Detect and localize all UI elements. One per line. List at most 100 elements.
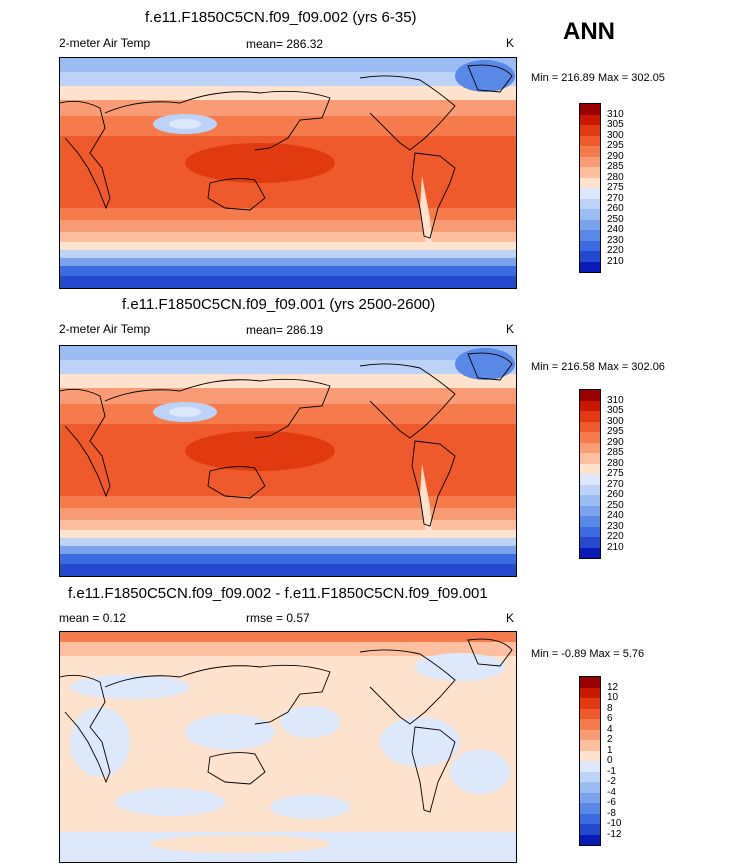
panel3-colorbar-tick-label: -4 bbox=[607, 786, 616, 798]
panel3-colorbar-swatch bbox=[580, 782, 600, 793]
panel2-colorbar-swatch bbox=[580, 474, 600, 485]
panel1-colorbar-tick-label: 280 bbox=[607, 171, 624, 183]
panel2-colorbar-tick-label: 280 bbox=[607, 457, 624, 469]
panel1-colorbar-tick-label: 250 bbox=[607, 213, 624, 225]
panel1-colorbar-tick-label: 270 bbox=[607, 192, 624, 204]
panel3-colorbar-tick-label: 0 bbox=[607, 755, 613, 766]
panel3-colorbar-swatch bbox=[580, 687, 600, 698]
panel3-title: f.e11.F1850C5CN.f09_f09.002 - f.e11.F185… bbox=[68, 585, 488, 602]
panel1-colorbar-tick-label: 305 bbox=[607, 119, 624, 130]
panel2-colorbar-tick-label: 290 bbox=[607, 436, 624, 448]
panel3-colorbar-tick-label: -8 bbox=[607, 807, 616, 819]
panel1-colorbar-swatch bbox=[580, 188, 600, 199]
panel1-colorbar-swatch bbox=[580, 125, 600, 136]
panel3-colorbar-tick-label: 12 bbox=[607, 681, 619, 693]
panel2-colorbar-swatch bbox=[580, 547, 600, 558]
panel2-map bbox=[59, 345, 517, 577]
panel3-colorbar-swatch bbox=[580, 824, 600, 835]
panel2-colorbar-swatch bbox=[580, 453, 600, 464]
panel2-colorbar-swatch bbox=[580, 390, 600, 401]
panel2-colorbar-swatch bbox=[580, 442, 600, 453]
panel3-colorbar-swatch bbox=[580, 698, 600, 709]
panel1-colorbar-swatch bbox=[580, 261, 600, 272]
panel2-colorbar-tick-label: 220 bbox=[607, 531, 624, 542]
panel3-colorbar-tick-label: 4 bbox=[607, 723, 613, 735]
panel1-colorbar-swatch bbox=[580, 135, 600, 146]
panel1-minmax-label: Min = 216.89 Max = 302.05 bbox=[531, 72, 665, 84]
panel1-colorbar-swatch bbox=[580, 156, 600, 167]
panel1-variable-label: 2-meter Air Temp bbox=[59, 36, 151, 50]
panel2-mean-label: mean= 286.19 bbox=[246, 323, 324, 337]
panel2-colorbar-tick-label: 210 bbox=[607, 541, 624, 553]
panel3-colorbar-swatch bbox=[580, 750, 600, 761]
panel3-colorbar-swatch bbox=[580, 719, 600, 730]
panel1-colorbar-swatch bbox=[580, 240, 600, 251]
panel3-rmse-label: rmse = 0.57 bbox=[246, 611, 310, 625]
panel1-colorbar-tick-label: 220 bbox=[607, 245, 624, 256]
panel3-colorbar bbox=[579, 676, 601, 846]
panel3-colorbar-tick-label: -2 bbox=[607, 776, 616, 787]
panel1-colorbar-tick-label: 310 bbox=[607, 108, 624, 120]
panel3-colorbar-swatch bbox=[580, 677, 600, 688]
panel2-colorbar-tick-label: 230 bbox=[607, 520, 624, 532]
panel3-colorbar-swatch bbox=[580, 803, 600, 814]
panel3-colorbar-tick-label: -10 bbox=[607, 818, 622, 829]
panel1-colorbar-swatch bbox=[580, 209, 600, 220]
panel2-colorbar-swatch bbox=[580, 516, 600, 527]
panel2-colorbar-tick-label: 295 bbox=[607, 426, 624, 437]
panel3-colorbar-tick-label: -1 bbox=[607, 765, 616, 777]
panel3-colorbar-tick-label: -12 bbox=[607, 828, 622, 840]
panel2-colorbar-tick-label: 270 bbox=[607, 478, 624, 490]
panel1-units-label: K bbox=[506, 36, 515, 50]
panel2-colorbar-tick-label: 305 bbox=[607, 405, 624, 416]
panel2-colorbar-tick-label: 310 bbox=[607, 394, 624, 406]
panel1-colorbar-tick-label: 260 bbox=[607, 203, 624, 214]
panel2-colorbar-swatch bbox=[580, 495, 600, 506]
panel1-colorbar bbox=[579, 103, 601, 273]
panel2-variable-label: 2-meter Air Temp bbox=[59, 322, 151, 336]
panel2-units-label: K bbox=[506, 322, 515, 336]
panel1-title: f.e11.F1850C5CN.f09_f09.002 (yrs 6-35) bbox=[145, 9, 417, 26]
panel2-colorbar-tick-label: 260 bbox=[607, 489, 624, 500]
panel2-title: f.e11.F1850C5CN.f09_f09.001 (yrs 2500-26… bbox=[122, 296, 436, 313]
panel1-colorbar-tick-label: 240 bbox=[607, 224, 624, 235]
panel1-colorbar-swatch bbox=[580, 146, 600, 157]
panel3-colorbar-tick-label: 8 bbox=[607, 702, 613, 714]
panel3-colorbar-swatch bbox=[580, 740, 600, 751]
panel3-colorbar-swatch bbox=[580, 771, 600, 782]
panel3-colorbar-swatch bbox=[580, 834, 600, 845]
panel1-colorbar-tick-label: 230 bbox=[607, 234, 624, 246]
panel1-colorbar-tick-label: 290 bbox=[607, 150, 624, 162]
panel2-colorbar-tick-label: 275 bbox=[607, 468, 624, 479]
panel1-colorbar-swatch bbox=[580, 198, 600, 209]
panel3-colorbar-swatch bbox=[580, 761, 600, 772]
panel1-colorbar-swatch bbox=[580, 104, 600, 115]
panel3-colorbar-swatch bbox=[580, 792, 600, 803]
panel1-colorbar-swatch bbox=[580, 230, 600, 241]
panel1-colorbar-tick-label: 285 bbox=[607, 161, 624, 172]
panel2-colorbar-swatch bbox=[580, 505, 600, 516]
panel1-colorbar-swatch bbox=[580, 167, 600, 178]
panel1-mean-label: mean= 286.32 bbox=[246, 37, 324, 51]
panel3-map bbox=[59, 631, 517, 863]
panel1-colorbar-tick-label: 210 bbox=[607, 255, 624, 267]
panel1-colorbar-tick-label: 300 bbox=[607, 129, 624, 141]
panel1-colorbar-swatch bbox=[580, 219, 600, 230]
panel2-colorbar-swatch bbox=[580, 411, 600, 422]
panel2-colorbar-tick-label: 250 bbox=[607, 499, 624, 511]
panel2-colorbar-tick-label: 240 bbox=[607, 510, 624, 521]
panel3-minmax-label: Min = -0.89 Max = 5.76 bbox=[531, 648, 645, 660]
panel1-colorbar-swatch bbox=[580, 177, 600, 188]
panel3-colorbar-swatch bbox=[580, 813, 600, 824]
season-label: ANN bbox=[563, 18, 615, 45]
panel2-colorbar-swatch bbox=[580, 537, 600, 548]
panel3-colorbar-tick-label: 6 bbox=[607, 713, 613, 724]
panel1-colorbar-swatch bbox=[580, 114, 600, 125]
panel2-colorbar-swatch bbox=[580, 421, 600, 432]
panel3-units-label: K bbox=[506, 611, 515, 625]
panel3-colorbar-tick-label: -6 bbox=[607, 797, 616, 808]
panel2-minmax-label: Min = 216.58 Max = 302.06 bbox=[531, 361, 665, 373]
panel2-colorbar-tick-label: 285 bbox=[607, 447, 624, 458]
panel2-colorbar-swatch bbox=[580, 526, 600, 537]
panel1-colorbar-tick-label: 295 bbox=[607, 140, 624, 151]
